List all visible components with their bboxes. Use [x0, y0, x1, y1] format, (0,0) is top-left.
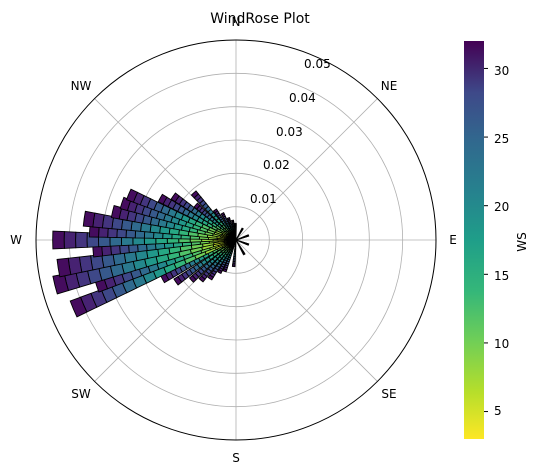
- grid-spoke: [235, 98, 378, 241]
- bar-segment: [242, 252, 246, 256]
- colorbar-tick-label: 10: [494, 337, 509, 351]
- bar-segment: [231, 219, 235, 223]
- bar-segment: [193, 202, 201, 210]
- bar-segment: [63, 231, 77, 249]
- bar-segment: [246, 243, 250, 246]
- colorbar-tick-label: 5: [494, 404, 502, 418]
- direction-label-se: SE: [381, 387, 396, 401]
- chart-title: WindRose Plot: [210, 11, 310, 27]
- grid-spoke: [235, 239, 378, 382]
- bar-segment: [231, 264, 236, 268]
- radial-tick-label: 0.01: [250, 192, 277, 206]
- colorbar-ticks: [484, 67, 488, 413]
- direction-label-w: W: [10, 233, 22, 247]
- bar-segment: [82, 210, 96, 228]
- direction-label-sw: SW: [71, 387, 91, 401]
- direction-label-n: N: [232, 15, 241, 29]
- bar-segment: [226, 217, 231, 221]
- bar-segment: [241, 227, 244, 231]
- bar-segment: [52, 273, 70, 295]
- bar-segment: [157, 193, 168, 205]
- bar-segment: [222, 268, 228, 273]
- polar-frame: [35, 39, 437, 441]
- radial-tick-label: 0.05: [304, 57, 331, 71]
- direction-label-ne: NE: [381, 79, 398, 93]
- radial-tick-label: 0.04: [289, 91, 316, 105]
- bar-segment: [69, 296, 88, 318]
- direction-label-s: S: [232, 451, 240, 465]
- bar-segment: [212, 208, 219, 214]
- colorbar-tick-label: 25: [494, 132, 509, 146]
- bar-segment: [173, 276, 183, 286]
- bar-segment: [198, 275, 206, 283]
- bar-segment: [170, 192, 180, 203]
- bar-segment: [246, 234, 250, 237]
- bar-segment: [190, 190, 200, 199]
- bar-segment: [110, 204, 123, 220]
- bar-segment: [56, 257, 72, 278]
- colorbar-tick-label: 15: [494, 269, 509, 283]
- bar-group: [52, 188, 250, 318]
- colorbar-tick-label: 30: [494, 64, 509, 78]
- bar-segment: [75, 231, 88, 249]
- bar-segment: [52, 230, 65, 250]
- bar-segment: [188, 274, 197, 283]
- radial-tick-label: 0.02: [263, 158, 290, 172]
- bar-segment: [217, 269, 223, 275]
- bar-segment: [220, 212, 226, 217]
- direction-label-nw: NW: [71, 79, 92, 93]
- bar-segment: [234, 222, 237, 225]
- direction-label-e: E: [449, 233, 457, 247]
- colorbar-tick-label: 20: [494, 200, 509, 214]
- colorbar: [464, 41, 484, 439]
- bar-segment: [207, 274, 214, 281]
- colorbar-label: WS: [515, 232, 529, 251]
- bar-segment: [125, 188, 139, 203]
- radial-tick-label: 0.03: [276, 125, 303, 139]
